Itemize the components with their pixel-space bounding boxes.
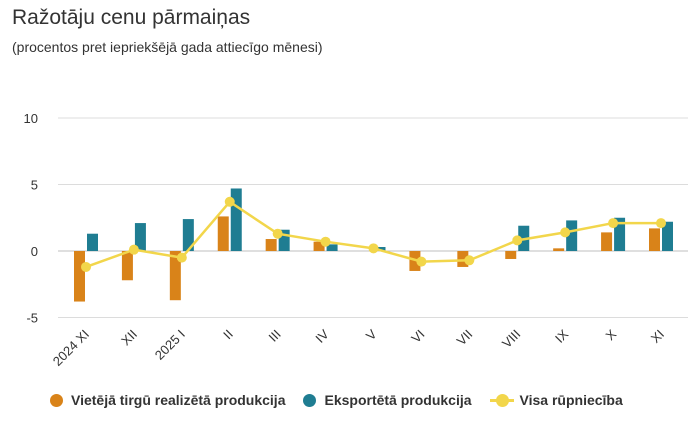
point-total[interactable] (272, 228, 283, 239)
bar-domestic[interactable] (601, 232, 613, 251)
x-tick-label: VI (408, 327, 427, 346)
x-tick-label: X (602, 326, 619, 343)
bar-domestic[interactable] (217, 216, 229, 251)
bar-export[interactable] (230, 188, 242, 251)
bar-export[interactable] (614, 217, 626, 251)
bar-domestic[interactable] (505, 251, 517, 259)
x-tick-label: 2025 I (152, 327, 188, 363)
bar-export[interactable] (662, 221, 673, 251)
bar-domestic[interactable] (457, 251, 469, 267)
bar-domestic[interactable] (169, 251, 181, 301)
point-total[interactable] (512, 235, 523, 246)
bar-export[interactable] (87, 233, 98, 251)
point-total[interactable] (464, 255, 475, 266)
x-tick-label: II (220, 327, 236, 343)
legend-total-label: Visa rūpniecība (519, 392, 623, 408)
bar-domestic[interactable] (649, 228, 660, 251)
point-total[interactable] (224, 196, 235, 207)
bar-domestic[interactable] (313, 241, 325, 251)
legend-item-domestic[interactable]: Vietējā tirgū realizētā produkcija (50, 392, 285, 408)
bar-export[interactable] (182, 219, 194, 251)
bar-domestic[interactable] (74, 251, 85, 302)
chart-title: Ražotāju cenu pārmaiņas (12, 6, 251, 29)
point-total[interactable] (608, 218, 619, 229)
chart-legend: Vietējā tirgū realizētā produkcija Ekspo… (50, 392, 641, 408)
point-total[interactable] (416, 256, 427, 267)
y-tick-label: 10 (24, 111, 38, 126)
chart-subtitle: (procentos pret iepriekšējā gada attiecī… (12, 39, 323, 55)
bar-export[interactable] (326, 244, 338, 251)
point-total[interactable] (128, 244, 139, 255)
legend-domestic-label: Vietējā tirgū realizētā produkcija (71, 392, 286, 408)
point-total[interactable] (320, 236, 331, 247)
legend-item-total[interactable]: Visa rūpniecība (489, 392, 623, 408)
y-tick-label: 0 (31, 244, 38, 259)
x-tick-label: VIII (499, 327, 523, 351)
bar-domestic[interactable] (553, 248, 565, 251)
legend-domestic-marker (50, 393, 63, 407)
legend-export-label: Eksportētā produkcija (324, 392, 472, 408)
x-tick-label: VII (454, 327, 476, 349)
point-total[interactable] (560, 227, 571, 238)
point-total[interactable] (368, 243, 379, 254)
y-tick-label: 5 (31, 178, 38, 193)
x-tick-label: 2024 XI (50, 327, 92, 369)
bar-export[interactable] (278, 229, 290, 251)
point-total[interactable] (656, 218, 666, 229)
x-tick-label: III (266, 327, 284, 345)
legend-item-export[interactable]: Eksportētā produkcija (303, 392, 472, 408)
legend-total-marker (489, 393, 514, 407)
point-total[interactable] (81, 261, 91, 272)
bar-domestic[interactable] (265, 239, 277, 251)
x-tick-label: XII (118, 327, 140, 349)
x-tick-label: V (363, 326, 380, 343)
x-tick-label: IV (312, 326, 332, 346)
legend-export-marker (303, 393, 317, 407)
x-tick-label: XI (648, 327, 667, 346)
bar-export[interactable] (134, 223, 146, 251)
point-total[interactable] (176, 252, 187, 263)
y-tick-label: -5 (26, 311, 38, 326)
bar-export[interactable] (566, 220, 578, 251)
bar-domestic[interactable] (121, 251, 133, 281)
x-tick-label: IX (552, 326, 572, 346)
